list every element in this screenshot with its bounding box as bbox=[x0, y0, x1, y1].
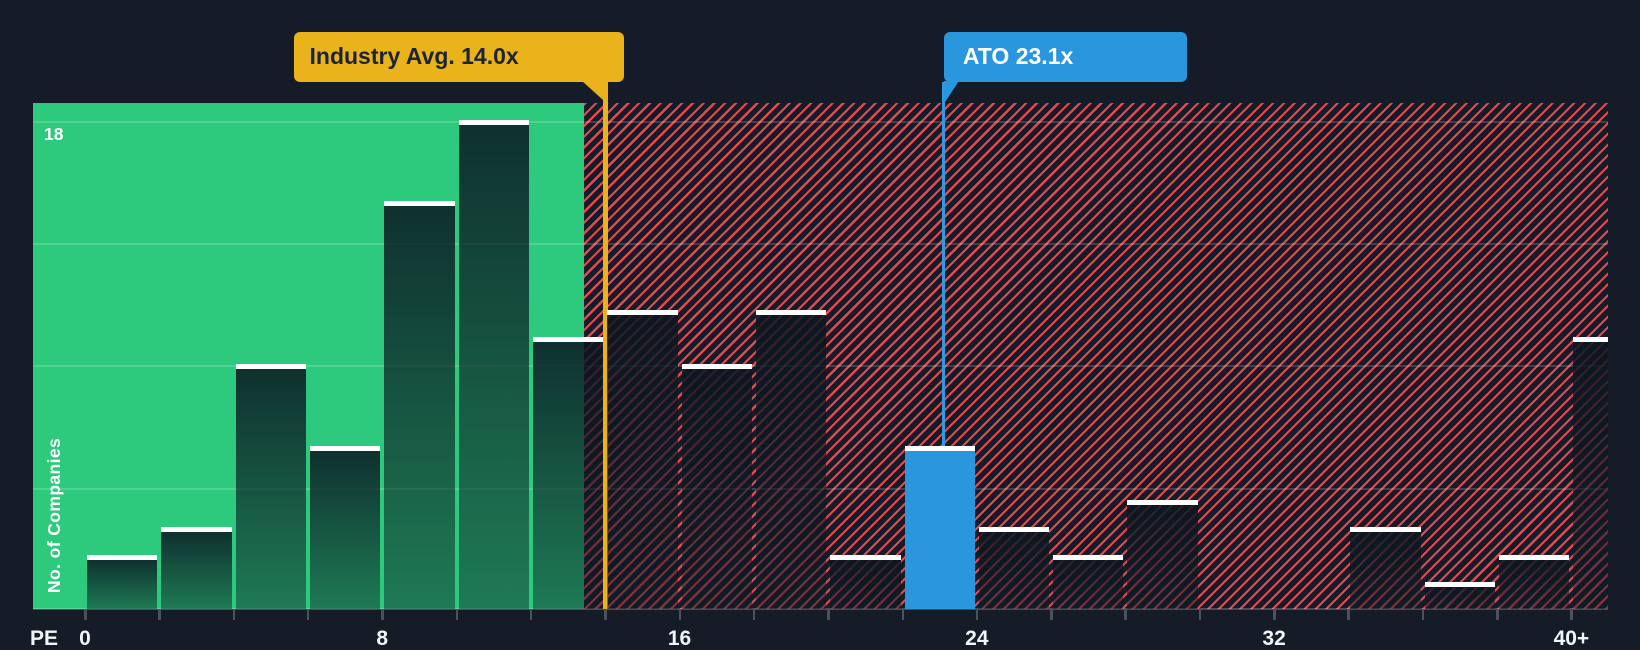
bar-pe-8-10[interactable] bbox=[384, 201, 455, 609]
x-axis-tick-16 bbox=[678, 610, 682, 620]
company-marker-line bbox=[941, 81, 946, 446]
y-axis-max-label: 18 bbox=[44, 124, 64, 144]
x-axis-tick-8 bbox=[381, 610, 384, 620]
x-axis-tick-6 bbox=[306, 610, 310, 620]
x-axis-tick-26 bbox=[1050, 610, 1053, 620]
x-axis-tick-28 bbox=[1124, 610, 1127, 620]
x-axis-tick-30 bbox=[1198, 610, 1202, 620]
bar-pe-4-6[interactable] bbox=[235, 364, 306, 609]
company-callout-tail bbox=[943, 81, 959, 104]
x-axis-tick-24 bbox=[975, 610, 979, 620]
bar-pe-6-8[interactable] bbox=[309, 445, 381, 609]
x-axis-label-16: 16 bbox=[667, 627, 692, 650]
x-axis-label-8: 8 bbox=[376, 627, 389, 650]
x-axis-tick-36 bbox=[1421, 610, 1425, 620]
bar-pe-10-12[interactable] bbox=[458, 119, 529, 609]
x-axis-label-40+: 40+ bbox=[1553, 627, 1590, 650]
company-callout: ATO 23.1x bbox=[943, 31, 1187, 82]
x-axis-label-24: 24 bbox=[965, 627, 989, 650]
x-axis-tick-2 bbox=[158, 610, 161, 620]
zone-above-industry-average bbox=[584, 102, 1608, 609]
x-axis-tick-40 bbox=[1570, 610, 1573, 620]
bar-pe-24-26[interactable] bbox=[978, 527, 1050, 609]
y-axis-title: No. of Companies bbox=[44, 437, 64, 593]
bar-pe-14-16[interactable] bbox=[607, 309, 678, 609]
x-axis-tick-10 bbox=[455, 610, 459, 620]
x-axis-title: PE bbox=[30, 627, 59, 650]
bar-pe-22-24-company[interactable] bbox=[904, 445, 975, 609]
x-axis-label-0: 0 bbox=[79, 627, 91, 650]
bar-pe-0-2[interactable] bbox=[87, 554, 158, 609]
bar-pe-16-18[interactable] bbox=[681, 364, 752, 609]
industry-avg-callout: Industry Avg. 14.0x bbox=[293, 31, 624, 82]
gridline-13.5 bbox=[33, 242, 1608, 245]
x-axis-tick-32 bbox=[1273, 610, 1276, 620]
bar-pe-40+[interactable] bbox=[1573, 337, 1608, 609]
x-axis-tick-14 bbox=[604, 610, 607, 620]
bar-pe-34-36[interactable] bbox=[1350, 527, 1421, 609]
bar-pe-18-20[interactable] bbox=[755, 309, 827, 609]
bar-pe-26-28[interactable] bbox=[1053, 554, 1124, 609]
x-axis-tick-22 bbox=[901, 610, 905, 620]
x-axis-tick-0 bbox=[84, 610, 87, 620]
gridline-18 bbox=[33, 120, 1608, 123]
x-axis-tick-38 bbox=[1496, 610, 1499, 620]
bar-pe-38-40[interactable] bbox=[1499, 554, 1570, 609]
x-axis-label-32: 32 bbox=[1262, 627, 1286, 650]
x-axis-tick-4 bbox=[232, 610, 236, 620]
industry-avg-line bbox=[603, 81, 608, 609]
x-axis-tick-20 bbox=[827, 610, 830, 620]
x-axis-tick-34 bbox=[1347, 610, 1350, 620]
bar-pe-2-4[interactable] bbox=[161, 527, 232, 609]
bar-pe-28-30[interactable] bbox=[1127, 500, 1198, 609]
bar-pe-36-38[interactable] bbox=[1424, 581, 1496, 609]
bar-pe-12-14[interactable] bbox=[532, 337, 604, 609]
x-axis-tick-18 bbox=[752, 610, 756, 620]
x-axis-tick-12 bbox=[529, 610, 533, 620]
bar-pe-20-22[interactable] bbox=[830, 554, 901, 609]
